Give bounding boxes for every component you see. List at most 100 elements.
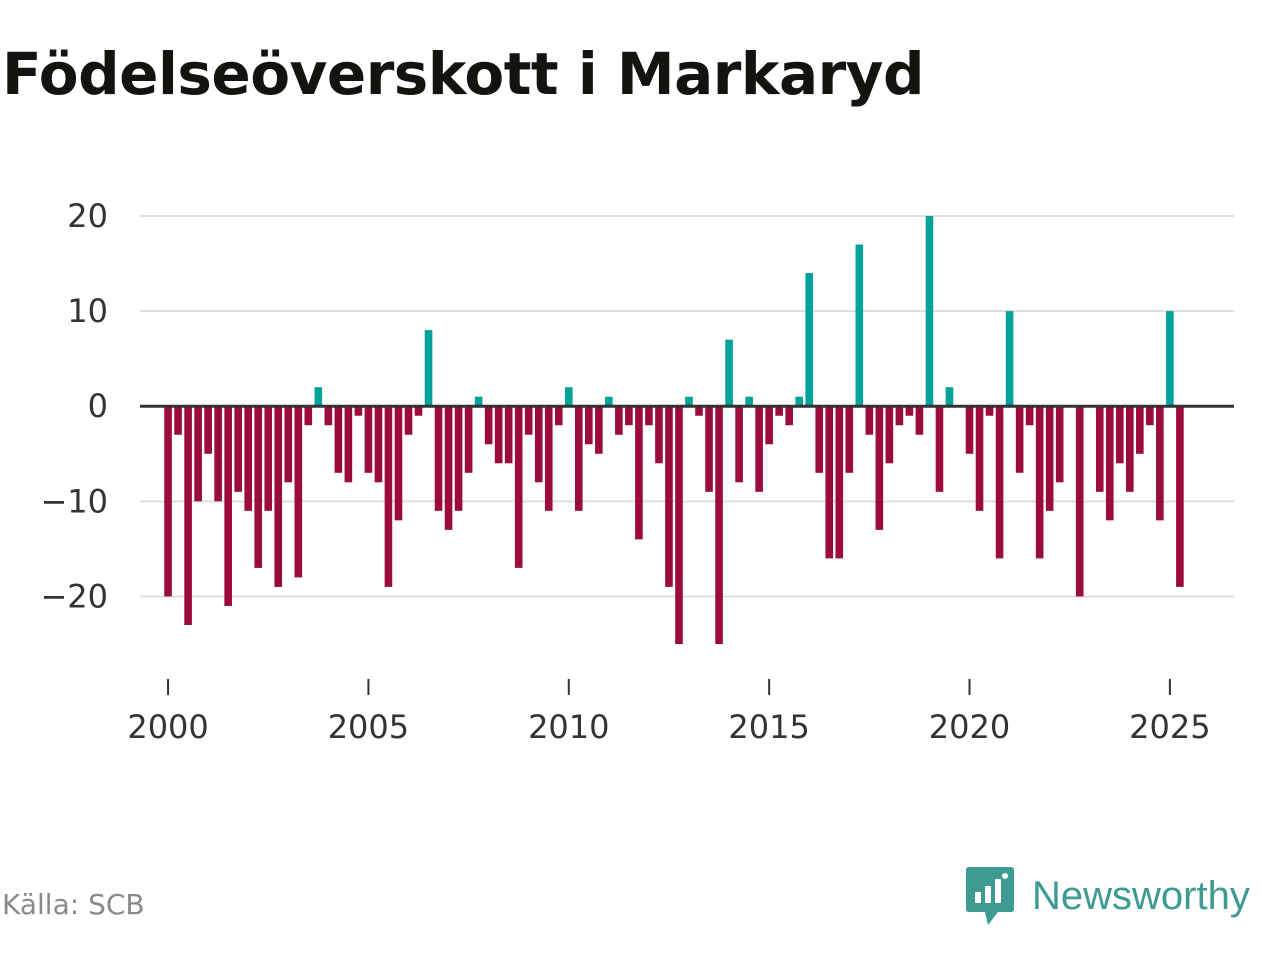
y-tick-label: −10 <box>40 482 108 520</box>
bar <box>815 406 824 473</box>
bar <box>524 406 533 435</box>
bar <box>795 396 804 407</box>
bar <box>655 406 663 464</box>
bar <box>895 406 904 426</box>
bar <box>254 406 263 568</box>
bar <box>945 387 954 407</box>
bar <box>1126 406 1134 492</box>
bar <box>374 406 383 483</box>
bar <box>274 406 283 587</box>
bar <box>1136 406 1144 454</box>
bar <box>334 406 343 473</box>
bar <box>1005 311 1014 407</box>
bar <box>414 406 423 416</box>
bar <box>1095 406 1104 492</box>
bar <box>615 406 623 435</box>
bar <box>394 406 403 521</box>
bar <box>665 406 673 587</box>
bar <box>324 406 333 426</box>
bar <box>585 406 593 445</box>
bar <box>985 406 994 416</box>
bar <box>534 406 543 483</box>
bar <box>454 406 463 511</box>
y-tick-label: −20 <box>40 577 108 615</box>
bar <box>935 406 944 492</box>
x-tick-label: 2010 <box>528 708 609 746</box>
bar <box>915 406 924 435</box>
gridlines <box>140 215 1234 598</box>
bar <box>314 387 323 407</box>
bar <box>164 406 172 597</box>
chart-title: Födelseöverskott i Markaryd <box>2 40 925 108</box>
x-axis: 2000 2005 2010 2015 2020 2025 <box>127 679 1211 746</box>
brand-logo: Newsworthy <box>964 864 1250 928</box>
bar <box>825 406 834 559</box>
bar <box>484 406 493 445</box>
bar <box>1166 311 1174 407</box>
newsworthy-logo-icon <box>966 867 1014 925</box>
bar <box>234 406 242 492</box>
bar <box>675 406 683 644</box>
bar <box>304 406 313 426</box>
bar <box>504 406 513 464</box>
bar <box>875 406 884 530</box>
bar <box>575 406 583 511</box>
bar <box>1015 406 1024 473</box>
bar <box>1105 406 1114 521</box>
bar <box>434 406 443 511</box>
bar <box>715 406 723 644</box>
bar <box>1176 406 1184 587</box>
bar <box>444 406 453 530</box>
bar <box>925 216 934 407</box>
bar <box>294 406 303 578</box>
bar <box>494 406 503 464</box>
bar <box>595 406 603 454</box>
bar <box>705 406 713 492</box>
x-tick-label: 2020 <box>929 708 1010 746</box>
bar <box>474 396 483 407</box>
bar <box>364 406 373 473</box>
bar <box>564 387 573 407</box>
bar <box>625 406 633 426</box>
bar-series <box>164 216 1184 644</box>
bar <box>194 406 202 502</box>
bar <box>284 406 293 483</box>
bar <box>174 406 182 435</box>
bar <box>605 396 613 407</box>
bar <box>204 406 212 454</box>
bar <box>865 406 874 435</box>
bar <box>905 406 914 416</box>
bar <box>184 406 192 625</box>
bar <box>554 406 563 426</box>
bar <box>514 406 523 568</box>
bar <box>755 406 763 492</box>
bar <box>685 396 693 407</box>
y-tick-label: 10 <box>67 292 108 330</box>
bar <box>1045 406 1054 511</box>
bar <box>805 273 814 407</box>
bar <box>765 406 773 445</box>
bar <box>1055 406 1064 483</box>
bar <box>975 406 984 511</box>
bar <box>635 406 643 540</box>
brand-name: Newsworthy <box>1032 874 1250 918</box>
y-tick-label: 0 <box>88 387 108 425</box>
bar <box>725 339 733 407</box>
bar <box>264 406 273 511</box>
bar <box>965 406 974 454</box>
bar <box>695 406 703 416</box>
bar <box>995 406 1004 559</box>
bar <box>785 406 793 426</box>
bar <box>1035 406 1044 559</box>
x-tick-label: 2005 <box>328 708 409 746</box>
bar <box>645 406 653 426</box>
bar <box>745 396 753 407</box>
bar <box>244 406 252 511</box>
bar <box>735 406 743 483</box>
bar <box>1156 406 1164 521</box>
y-axis: −20 −10 0 10 20 <box>40 197 108 615</box>
bar <box>404 406 413 435</box>
bar <box>885 406 894 464</box>
source-note: Källa: SCB <box>2 888 145 921</box>
bar <box>1025 406 1034 426</box>
